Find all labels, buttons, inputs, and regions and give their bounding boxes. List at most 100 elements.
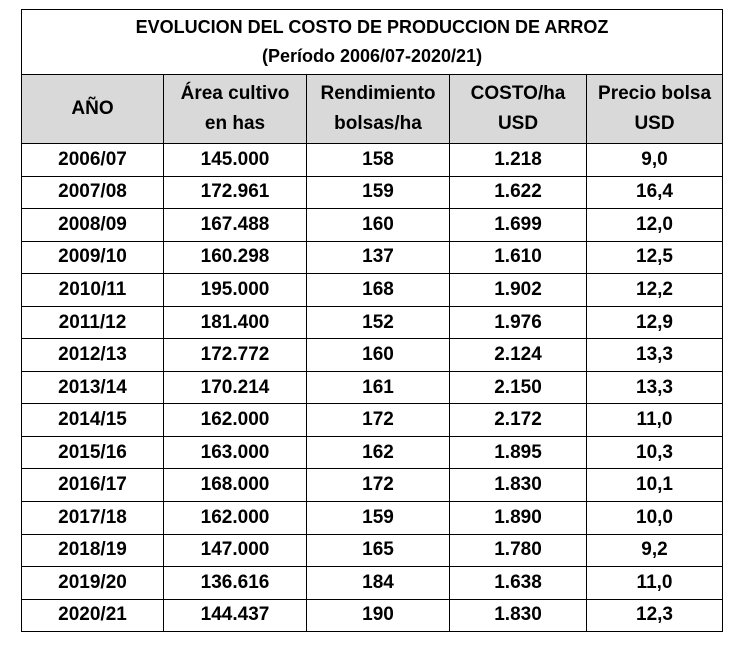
table-row: 2015/16 163.000 162 1.895 10,3 [21, 435, 724, 470]
table-cell: 1.218 [449, 143, 587, 177]
table-cell: 163.000 [163, 435, 307, 470]
column-header-line: COSTO/ha [470, 83, 566, 104]
table-cell: 10,0 [585, 501, 724, 535]
table-row: 2013/14 170.214 161 2.150 13,3 [21, 370, 724, 405]
table-cell: 145.000 [163, 143, 307, 177]
table-cell: 160 [306, 208, 450, 242]
table-cell: 172.772 [163, 338, 307, 372]
table-cell: 181.400 [163, 305, 307, 340]
table-cell: 162.000 [163, 501, 307, 535]
table-cell: 2009/10 [21, 240, 164, 275]
table-cell: 2006/07 [21, 143, 164, 177]
table-cell: 13,3 [585, 370, 724, 405]
table-cell: 158 [306, 143, 450, 177]
column-header-line: AÑO [71, 98, 114, 119]
table-cell: 2019/20 [21, 566, 164, 600]
table-cell: 12,3 [585, 598, 724, 633]
column-header-4: COSTO/ha USD [449, 74, 587, 144]
table-cell: 1.622 [449, 175, 587, 210]
table-cell: 12,2 [585, 273, 724, 307]
table-cell: 9,2 [585, 533, 724, 568]
table-cell: 168 [306, 273, 450, 307]
table-cell: 167.488 [163, 208, 307, 242]
table-cell: 172.961 [163, 175, 307, 210]
column-header-line: USD [497, 113, 539, 134]
table-cell: 12,5 [585, 240, 724, 275]
table-cell: 1.890 [449, 501, 587, 535]
table-cell: 144.437 [163, 598, 307, 633]
table-cell: 172 [306, 403, 450, 437]
table-cell: 16,4 [585, 175, 724, 210]
table-cell: 1.780 [449, 533, 587, 568]
table-cell: 2014/15 [21, 403, 164, 437]
table-row: 2006/07 145.000 158 1.218 9,0 [21, 143, 724, 177]
table-row: 2011/12 181.400 152 1.976 12,9 [21, 305, 724, 340]
table-cell: 2011/12 [21, 305, 164, 340]
table-title-cell: EVOLUCION DEL COSTO DE PRODUCCION DE ARR… [20, 9, 724, 75]
table-cell: 1.638 [449, 566, 587, 600]
table-cell: 13,3 [585, 338, 724, 372]
table-cell: 160.298 [163, 240, 307, 275]
table-cell: 2017/18 [21, 501, 164, 535]
table-cell: 165 [306, 533, 450, 568]
table-cell: 2016/17 [21, 468, 164, 503]
table-cell: 170.214 [163, 370, 307, 405]
table-cell: 161 [306, 370, 450, 405]
table-title: EVOLUCION DEL COSTO DE PRODUCCION DE ARR… [135, 17, 609, 37]
column-header-line: bolsas/ha [334, 113, 422, 134]
table-cell: 11,0 [585, 403, 724, 437]
table-cell: 2.172 [449, 403, 587, 437]
table-body: 2006/07 145.000 158 1.218 9,0 2007/08 172.961 1… [21, 143, 724, 633]
column-header-line: Rendimiento [320, 83, 436, 104]
table-cell: 160 [306, 338, 450, 372]
table-cell: 2010/11 [21, 273, 164, 307]
table-cell: 2015/16 [21, 435, 164, 470]
table-cell: 10,3 [585, 435, 724, 470]
table-row: 2012/13 172.772 160 2.124 13,3 [21, 338, 724, 372]
table-row: 2007/08 172.961 159 1.622 16,4 [21, 175, 724, 210]
table-cell: 11,0 [585, 566, 724, 600]
table-row: 2014/15 162.000 172 2.172 11,0 [21, 403, 724, 437]
table-cell: 162 [306, 435, 450, 470]
table-cell: 1.830 [449, 468, 587, 503]
table-cell: 1.610 [449, 240, 587, 275]
table-row: 2016/17 168.000 172 1.830 10,1 [21, 468, 724, 503]
table-cell: 137 [306, 240, 450, 275]
table-cell: 2.150 [449, 370, 587, 405]
table-row: 2018/19 147.000 165 1.780 9,2 [21, 533, 724, 568]
column-header-5: Precio bolsa USD [585, 74, 724, 144]
table-cell: 10,1 [585, 468, 724, 503]
table-cell: 2020/21 [21, 598, 164, 633]
table-cell: 152 [306, 305, 450, 340]
table-subtitle: (Período 2006/07-2020/21) [261, 46, 483, 66]
table-cell: 1.830 [449, 598, 587, 633]
table-cell: 168.000 [163, 468, 307, 503]
table-row: 2010/11 195.000 168 1.902 12,2 [21, 273, 724, 307]
table-cell: 2008/09 [21, 208, 164, 242]
table-row: 2019/20 136.616 184 1.638 11,0 [21, 566, 724, 600]
table-row: 2017/18 162.000 159 1.890 10,0 [21, 501, 724, 535]
table-cell: 2018/19 [21, 533, 164, 568]
table-cell: 12,9 [585, 305, 724, 340]
table-cell: 162.000 [163, 403, 307, 437]
column-header-line: en has [204, 113, 266, 134]
table-cell: 2007/08 [21, 175, 164, 210]
column-header-2: Área cultivo en has [163, 74, 307, 144]
table-cell: 1.902 [449, 273, 587, 307]
table-cell: 136.616 [163, 566, 307, 600]
table-cell: 159 [306, 501, 450, 535]
column-header-line: Área cultivo [180, 83, 290, 104]
column-header-line: USD [634, 113, 675, 134]
table-cell: 1.895 [449, 435, 587, 470]
column-header-line: Precio bolsa [598, 83, 712, 104]
table-cell: 184 [306, 566, 450, 600]
table-cell: 190 [306, 598, 450, 633]
table-cell: 2013/14 [21, 370, 164, 405]
table-cell: 172 [306, 468, 450, 503]
column-header-1: AÑO [21, 74, 164, 144]
table-cell: 2.124 [449, 338, 587, 372]
column-header-3: Rendimiento bolsas/ha [306, 74, 450, 144]
table-cell: 195.000 [163, 273, 307, 307]
table-row: 2009/10 160.298 137 1.610 12,5 [21, 240, 724, 275]
column-header-row: AÑO Área cultivo en has Rendimiento bolsas/h… [21, 74, 724, 144]
